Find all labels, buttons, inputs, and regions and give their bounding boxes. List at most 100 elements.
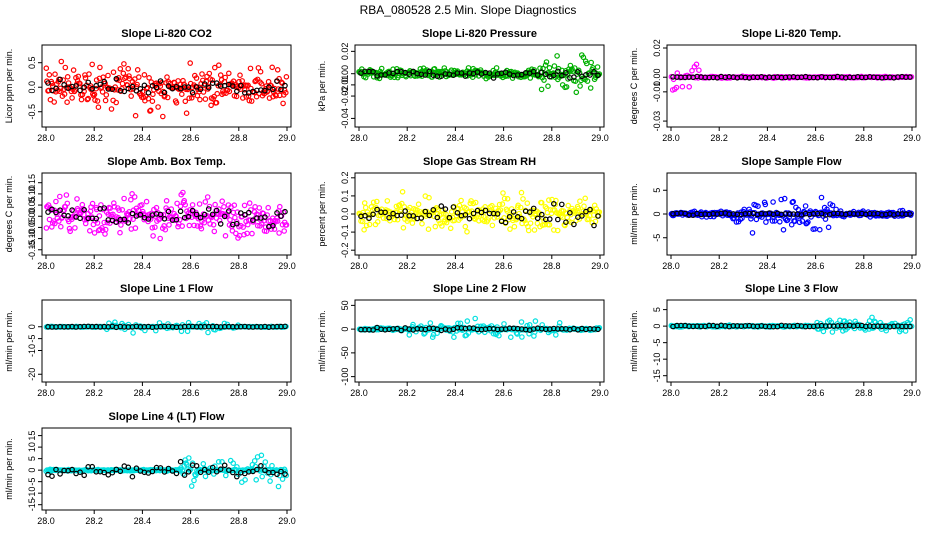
y-axis-label: kPa per min.: [317, 61, 327, 112]
data-point: [545, 83, 551, 90]
data-point: [279, 476, 286, 482]
x-tick-label: 28.4: [134, 516, 152, 526]
reference-point: [57, 207, 63, 214]
reference-point: [49, 206, 55, 213]
data-point: [280, 100, 286, 107]
reference-point: [121, 88, 128, 95]
data-point: [466, 208, 473, 215]
data-point: [869, 314, 875, 321]
data-point: [211, 228, 218, 235]
data-point: [829, 202, 836, 209]
data-point: [545, 197, 552, 203]
reference-point: [221, 462, 228, 469]
data-point: [531, 227, 538, 233]
y-tick-label: -0.01: [340, 75, 350, 96]
y-tick-label: -10: [27, 344, 37, 357]
reference-point: [382, 209, 388, 216]
plot-frame: [666, 44, 917, 128]
data-point: [157, 235, 164, 242]
x-tick-label: 29.0: [278, 516, 296, 526]
data-point: [538, 199, 545, 206]
reference-point: [595, 72, 601, 79]
data-point: [472, 199, 479, 206]
x-tick-label: 28.8: [230, 261, 248, 271]
data-point: [552, 332, 559, 338]
reference-point: [406, 71, 413, 78]
data-point: [241, 202, 248, 209]
y-tick-label: -0.02: [340, 86, 350, 107]
reference-point: [591, 222, 597, 229]
x-tick-label: 28.4: [447, 388, 465, 398]
data-point: [124, 82, 131, 89]
data-point: [366, 221, 373, 228]
data-point: [121, 195, 127, 202]
data-point: [464, 229, 470, 235]
data-point: [126, 73, 132, 79]
data-point: [117, 229, 123, 236]
data-point: [53, 198, 59, 205]
panel-10: Slope Line 4 (LT) Flow 28.0 28.2 28.4 28.6 28…: [4, 411, 296, 526]
data-point: [102, 231, 108, 237]
y-axis-label: ml/min per min.: [4, 438, 14, 500]
data-point: [439, 223, 445, 229]
x-tick-label: 28.6: [182, 261, 200, 271]
reference-point: [85, 79, 92, 86]
data-point: [497, 207, 504, 213]
data-point: [419, 220, 425, 227]
data-point: [64, 200, 71, 207]
data-point: [401, 204, 408, 210]
reference-point: [370, 327, 376, 333]
data-point: [174, 200, 180, 207]
data-point: [191, 222, 197, 229]
data-point: [441, 65, 448, 71]
x-tick-label: 28.2: [85, 388, 103, 398]
data-point: [493, 65, 500, 71]
y-tick-label: -0.5: [27, 104, 37, 120]
y-tick-label: 0.00: [27, 207, 37, 225]
series-points: [43, 189, 290, 242]
reference-point: [278, 213, 284, 219]
data-point: [265, 204, 272, 211]
reference-point: [165, 83, 172, 89]
reference-point: [398, 212, 405, 219]
reference-point: [234, 220, 240, 227]
data-point: [763, 219, 769, 225]
reference-point: [73, 83, 79, 89]
data-point: [770, 199, 776, 205]
y-tick-label: 0.02: [340, 43, 350, 61]
data-point: [223, 472, 229, 479]
data-point: [202, 473, 209, 480]
data-point: [406, 332, 413, 338]
reference-point: [563, 70, 569, 76]
reference-point: [426, 212, 433, 219]
data-point: [501, 321, 507, 327]
data-point: [56, 218, 62, 224]
data-point: [283, 74, 290, 80]
data-point: [496, 332, 502, 339]
data-point: [258, 81, 265, 87]
reference-point: [161, 216, 168, 222]
reference-point: [454, 210, 461, 216]
data-point: [825, 224, 832, 231]
data-point: [461, 324, 468, 331]
data-point: [103, 92, 110, 98]
reference-point: [907, 74, 913, 80]
reference-point: [558, 72, 565, 79]
data-point: [199, 71, 205, 77]
reference-point: [518, 215, 525, 222]
x-tick-label: 28.2: [710, 133, 728, 143]
data-point: [179, 223, 186, 229]
data-point: [166, 222, 172, 228]
reference-point: [278, 86, 284, 93]
data-point: [189, 202, 196, 208]
y-tick-label: -0.04: [340, 108, 350, 129]
data-point: [233, 93, 240, 100]
data-point: [514, 331, 521, 337]
plot-frame: [666, 299, 917, 383]
x-tick-label: 29.0: [903, 388, 921, 398]
data-point: [839, 328, 846, 334]
reference-point: [254, 466, 260, 473]
data-point: [814, 319, 820, 326]
panel-title: Slope Gas Stream RH: [423, 156, 536, 168]
x-tick-label: 28.0: [37, 516, 55, 526]
